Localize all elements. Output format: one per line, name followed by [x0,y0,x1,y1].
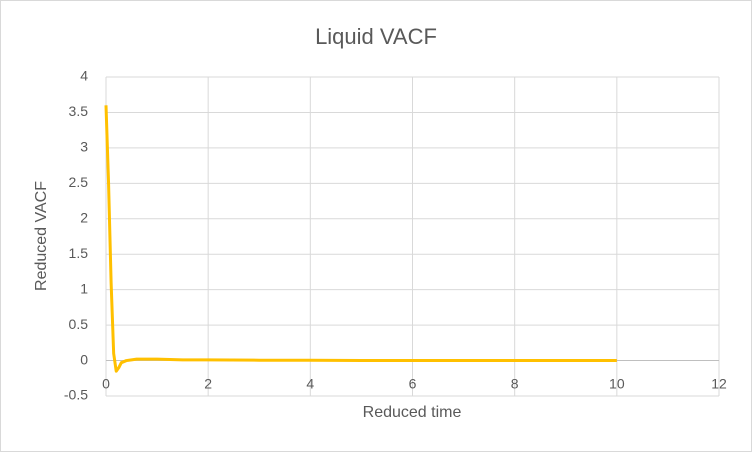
y-tick-label: 3.5 [69,103,89,119]
y-tick-label: 0.5 [69,316,89,332]
x-tick-label: 0 [102,376,110,392]
chart-title: Liquid VACF [315,24,437,49]
x-tick-label: 6 [409,376,417,392]
x-tick-label: 8 [511,376,519,392]
x-axis-label: Reduced time [363,404,462,421]
y-tick-label: 1.5 [69,245,89,261]
data-line [104,105,617,373]
x-tick-label: 2 [204,376,212,392]
y-tick-label: 0 [80,351,88,367]
y-tick-label: 4 [80,68,88,84]
y-tick-label: 2.5 [69,174,89,190]
y-tick-label: 3 [80,139,88,155]
x-tick-label: 4 [306,376,314,392]
y-tick-label: -0.5 [64,387,88,403]
y-tick-label: 1 [80,280,88,296]
y-axis-label: Reduced VACF [33,181,50,291]
y-tick-label: 2 [80,209,88,225]
x-tick-label: 12 [711,376,727,392]
x-tick-label: 10 [609,376,625,392]
